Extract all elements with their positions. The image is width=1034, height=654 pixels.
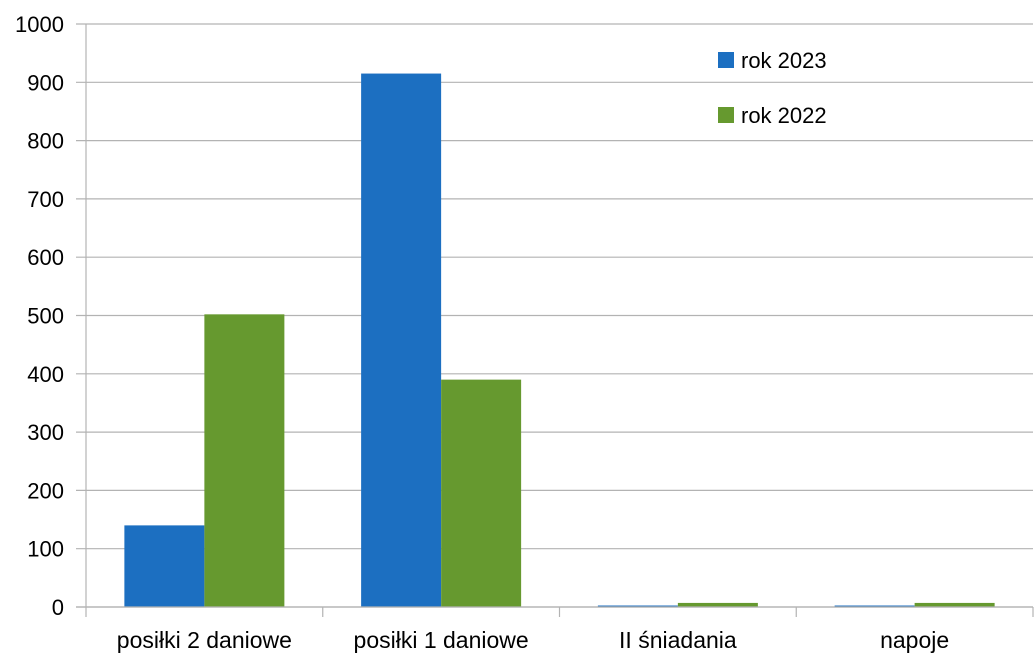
y-tick-label: 700 xyxy=(27,187,64,212)
legend-swatch xyxy=(718,107,734,123)
y-tick-label: 300 xyxy=(27,420,64,445)
bars xyxy=(124,73,995,608)
bar-rok-2023 xyxy=(834,605,915,607)
y-tick-label: 200 xyxy=(27,478,64,503)
y-tick-label: 500 xyxy=(27,304,64,329)
bar-rok-2023 xyxy=(124,525,205,607)
y-tick-label: 800 xyxy=(27,129,64,154)
y-tick-label: 400 xyxy=(27,362,64,387)
bar-rok-2022 xyxy=(677,602,758,607)
y-tick-label: 900 xyxy=(27,70,64,95)
legend-swatch xyxy=(718,52,734,68)
bar-rok-2023 xyxy=(597,605,678,607)
y-axis-tick-labels: 0 100 200 300 400 500 600 700 800 900 1000 xyxy=(15,12,64,620)
y-tick-label: 100 xyxy=(27,537,64,562)
x-category-label: napoje xyxy=(880,627,949,653)
bar-rok-2023 xyxy=(361,73,442,608)
x-axis xyxy=(76,24,1034,617)
x-axis-category-labels: posiłki 2 daniowe posiłki 1 daniowe II śni… xyxy=(117,627,949,653)
bar-rok-2022 xyxy=(914,602,995,607)
y-tick-label: 600 xyxy=(27,245,64,270)
x-category-label: II śniadania xyxy=(619,627,737,653)
legend-label: rok 2023 xyxy=(741,48,827,73)
x-category-label: posiłki 2 daniowe xyxy=(117,627,292,653)
y-tick-label: 1000 xyxy=(15,12,64,37)
x-category-label: posiłki 1 daniowe xyxy=(354,627,529,653)
bar-rok-2022 xyxy=(441,379,522,607)
y-tick-label: 0 xyxy=(52,595,64,620)
legend-label: rok 2022 xyxy=(741,103,827,128)
legend: rok 2023 rok 2022 xyxy=(718,48,827,128)
bar-rok-2022 xyxy=(204,314,285,607)
